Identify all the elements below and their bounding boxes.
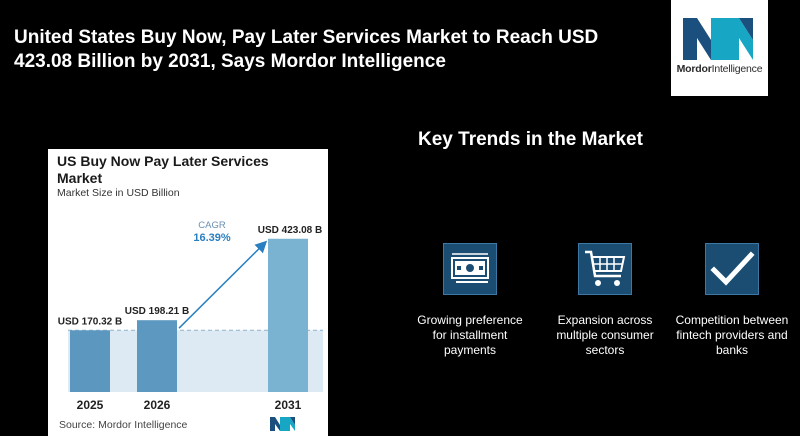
trend-label-line: multiple consumer	[556, 328, 654, 342]
trend-installment: Growing preference for installment payme…	[400, 243, 540, 358]
value-label-2031: USD 423.08 B	[258, 225, 322, 236]
trend-sectors: Expansion across multiple consumer secto…	[535, 243, 675, 358]
chart-card: USD 170.32 B 2025 USD 198.21 B 2026 USD 423.…	[48, 149, 328, 436]
trend-icon-box	[705, 243, 759, 295]
trend-label: Expansion across multiple consumer secto…	[535, 313, 675, 358]
mordor-logo-icon	[683, 18, 753, 60]
trend-icon-box	[443, 243, 497, 295]
money-bill-icon	[451, 253, 489, 283]
cagr-arrow	[178, 240, 268, 329]
shopping-cart-icon	[585, 250, 626, 286]
category-label-2031: 2031	[275, 398, 302, 412]
trend-label-line: Growing preference	[417, 313, 523, 327]
trend-label: Growing preference for installment payme…	[400, 313, 540, 358]
bar-2025	[70, 330, 110, 392]
logo-brand-a: Mordor	[676, 63, 712, 75]
cagr-label: CAGR	[198, 220, 226, 231]
category-label-2026: 2026	[144, 398, 171, 412]
bar-2026	[137, 320, 177, 392]
bar-chart: USD 170.32 B 2025 USD 198.21 B 2026 USD 423.…	[58, 220, 323, 431]
headline: United States Buy Now, Pay Later Service…	[14, 27, 599, 72]
category-label-2025: 2025	[77, 398, 104, 412]
cagr-value: 16.39%	[193, 232, 231, 244]
trend-label-line: for installment	[432, 328, 508, 342]
trends-title: Key Trends in the Market	[418, 129, 643, 150]
logo-text: MordorIntelligence	[675, 63, 764, 75]
trend-label-line: Expansion across	[557, 313, 653, 327]
checkmark-icon	[710, 251, 755, 286]
source-logo-icon	[270, 417, 295, 431]
logo-brand-b: Intelligence	[711, 63, 763, 75]
trend-label-line: payments	[443, 343, 497, 357]
value-label-2025: USD 170.32 B	[58, 316, 122, 327]
trend-label-line: Competition between	[675, 313, 789, 327]
bar-2031	[268, 238, 308, 392]
trend-icon-box	[578, 243, 632, 295]
trend-label-line: sectors	[585, 343, 625, 357]
trend-label-line: fintech providers and	[676, 328, 788, 342]
chart-source: Source: Mordor Intelligence	[59, 419, 188, 431]
trend-competition: Competition between fintech providers an…	[662, 243, 800, 358]
trend-label: Competition between fintech providers an…	[662, 313, 800, 358]
value-label-2026: USD 198.21 B	[125, 306, 189, 317]
mordor-logo: MordorIntelligence	[671, 0, 768, 96]
trend-label-line: banks	[715, 343, 749, 357]
chart-subtitle: Market Size in USD Billion	[57, 187, 180, 199]
chart-title: US Buy Now Pay Later Services Market	[57, 153, 269, 186]
